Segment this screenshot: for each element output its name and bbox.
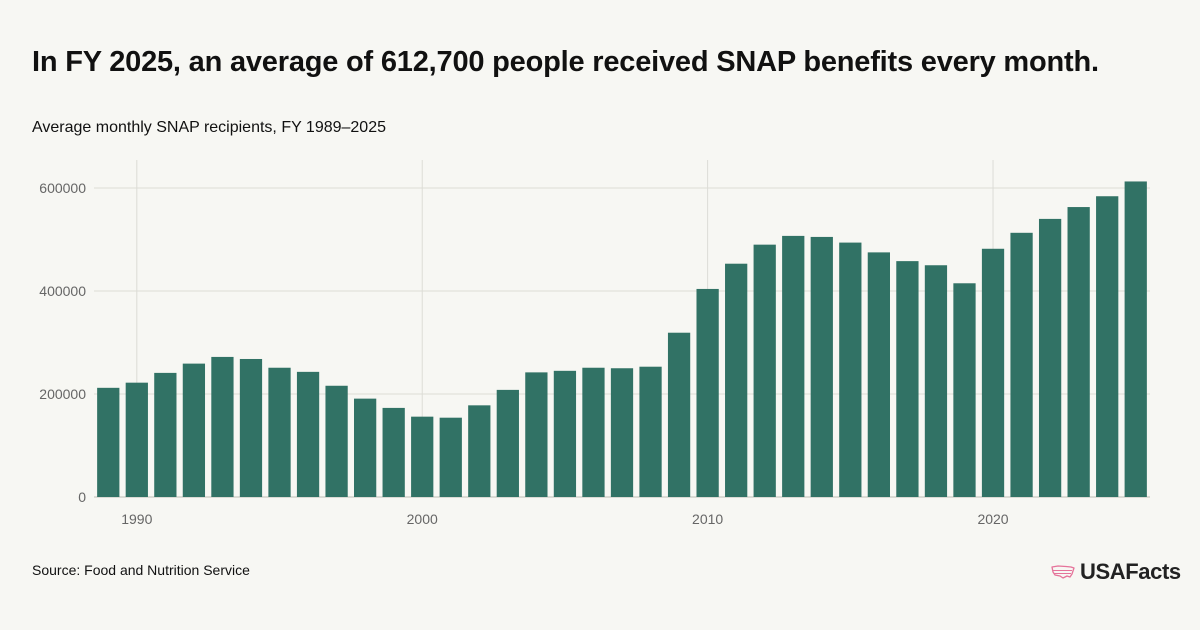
bar-1991 — [154, 372, 177, 497]
x-tick-label: 1990 — [121, 511, 152, 527]
bar-2015 — [839, 242, 862, 497]
x-tick-label: 2010 — [692, 511, 723, 527]
bar-1989 — [97, 387, 120, 497]
source-note: Source: Food and Nutrition Service — [32, 562, 250, 578]
bar-2020 — [981, 248, 1005, 497]
bar-2007 — [610, 368, 634, 497]
bar-1997 — [325, 385, 348, 497]
bar-2004 — [525, 372, 548, 497]
bar-2018 — [924, 265, 948, 497]
bar-2021 — [1010, 232, 1033, 497]
bar-1994 — [239, 358, 263, 497]
bar-2019 — [953, 283, 976, 497]
bar-2010 — [696, 288, 719, 497]
bar-2023 — [1067, 207, 1090, 497]
bar-2000 — [411, 416, 434, 497]
bar-2006 — [582, 367, 605, 497]
usafacts-logo: USAFacts — [1050, 559, 1181, 585]
bar-2009 — [667, 332, 691, 497]
y-tick-label: 0 — [78, 489, 86, 505]
bar-2005 — [553, 370, 577, 497]
bar-2008 — [639, 366, 662, 497]
bar-1993 — [211, 356, 234, 497]
bar-2012 — [753, 244, 776, 497]
bar-1998 — [354, 398, 377, 497]
x-tick-label: 2020 — [977, 511, 1008, 527]
bar-2025 — [1124, 181, 1147, 497]
y-tick-label: 600000 — [39, 180, 86, 196]
bar-2014 — [810, 236, 833, 498]
bar-2002 — [468, 405, 491, 497]
bar-2024 — [1096, 196, 1119, 498]
bar-2022 — [1038, 218, 1062, 497]
y-tick-label: 400000 — [39, 283, 86, 299]
x-tick-label: 2000 — [407, 511, 438, 527]
bar-2003 — [496, 389, 519, 497]
bar-2017 — [896, 261, 919, 497]
bar-2016 — [867, 252, 890, 497]
logo-text: USAFacts — [1080, 559, 1181, 584]
chart-title: In FY 2025, an average of 612,700 people… — [32, 46, 1099, 78]
bar-1990 — [125, 382, 148, 497]
bar-2001 — [439, 417, 462, 497]
chart-subtitle: Average monthly SNAP recipients, FY 1989… — [32, 119, 386, 136]
bar-2013 — [782, 235, 805, 497]
bar-1996 — [296, 371, 320, 497]
bars-layer — [97, 181, 1147, 498]
bar-1992 — [182, 363, 206, 497]
bar-1999 — [382, 407, 405, 497]
us-map-icon — [1051, 565, 1075, 579]
bar-1995 — [268, 367, 291, 497]
axis-layer: 0 200000 400000 600000 1990 2000 2010 2020 — [39, 180, 1009, 527]
y-tick-label: 200000 — [39, 386, 86, 402]
bar-2011 — [725, 263, 748, 497]
